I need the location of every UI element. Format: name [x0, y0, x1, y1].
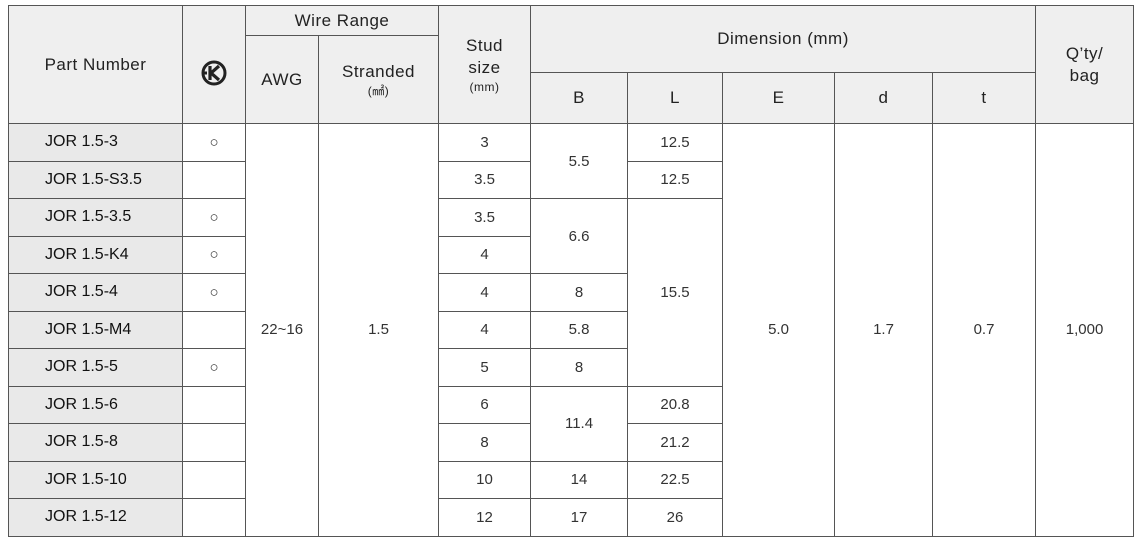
- table-body: JOR 1.5-3 ○ 22~16 1.5 3 5.5 12.5 5.0 1.7 0.7 1,000…: [8, 123, 1135, 537]
- stud-cell: 8: [438, 423, 532, 462]
- stranded-cell: 1.5: [317, 123, 440, 537]
- stud-cell: 6: [438, 385, 532, 424]
- part-cell: JOR 1.5-K4: [8, 235, 183, 274]
- kc-mark-header: [182, 5, 246, 124]
- wire-range-header: Wire Range: [244, 5, 440, 36]
- d-cell: 1.7: [834, 123, 934, 537]
- part-cell: JOR 1.5-5: [8, 348, 183, 387]
- kc-cell: [182, 160, 246, 199]
- stud-unit: (mm): [469, 79, 500, 94]
- stud-cell: 3.5: [438, 198, 532, 237]
- part-cell: JOR 1.5-4: [8, 273, 183, 312]
- table-row: JOR 1.5-3 ○ 22~16 1.5 3 5.5 12.5 5.0 1.7 0.7 1,000: [8, 123, 1135, 537]
- table-header: Part Number Wire Range Stud size (mm) Dim…: [8, 5, 1135, 124]
- stranded-label: Stranded: [342, 61, 415, 81]
- table-row: JOR 1.5-3.5 ○ 3.5 6.6 15.5: [8, 198, 1134, 387]
- table-row: JOR 1.5-S3.5 3.5 12.5: [8, 160, 1134, 199]
- dimension-header: Dimension (mm): [530, 5, 1037, 73]
- l-cell: 26: [627, 498, 724, 537]
- stranded-unit: (㎟): [367, 83, 390, 98]
- header-row: B L E d t: [9, 72, 1134, 124]
- stud-size-label: Stud size: [466, 35, 503, 77]
- b-cell: 5.5: [530, 123, 629, 199]
- awg-cell: 22~16: [245, 123, 319, 537]
- l-cell: 12.5: [627, 123, 724, 162]
- l-header: L: [627, 72, 724, 124]
- l-cell: 21.2: [627, 423, 724, 462]
- kc-cell: [182, 310, 246, 349]
- stud-cell: 10: [438, 460, 532, 499]
- e-header: E: [722, 72, 836, 124]
- table-row: JOR 1.5-12 12 17 26: [8, 498, 1134, 537]
- kc-cell: ○: [182, 273, 246, 312]
- part-cell: JOR 1.5-8: [8, 423, 183, 462]
- part-cell: JOR 1.5-M4: [8, 310, 183, 349]
- d-header: d: [834, 72, 934, 124]
- b-cell: 6.6: [530, 198, 629, 274]
- part-cell: JOR 1.5-3.5: [8, 198, 183, 237]
- table-row: JOR 1.5-K4 ○ 4: [8, 235, 1134, 274]
- t-header: t: [932, 72, 1037, 124]
- part-cell: JOR 1.5-6: [8, 385, 183, 424]
- stud-cell: 3.5: [438, 160, 532, 199]
- header-row: AWG Stranded (㎟): [9, 35, 1134, 124]
- stud-cell: 4: [438, 235, 532, 274]
- qty-cell: 1,000: [1035, 123, 1135, 537]
- table-row: JOR 1.5-6 6 11.4 20.8: [8, 385, 1134, 462]
- b-cell: 8: [530, 348, 629, 387]
- b-cell: 5.8: [530, 310, 629, 349]
- kc-cell: [182, 460, 246, 499]
- b-cell: 14: [530, 460, 629, 499]
- stud-cell: 4: [438, 273, 532, 312]
- stranded-header: Stranded (㎟): [317, 35, 440, 124]
- stud-size-header: Stud size (mm): [438, 5, 532, 124]
- stud-cell: 12: [438, 498, 532, 537]
- kc-cell: ○: [182, 198, 246, 237]
- b-cell: 8: [530, 273, 629, 312]
- part-cell: JOR 1.5-S3.5: [8, 160, 183, 199]
- stud-cell: 5: [438, 348, 532, 387]
- l-cell: 22.5: [627, 460, 724, 499]
- awg-header: AWG: [245, 35, 319, 124]
- kc-cell: ○: [182, 348, 246, 387]
- stud-cell: 4: [438, 310, 532, 349]
- part-cell: JOR 1.5-10: [8, 460, 183, 499]
- b-cell: 11.4: [530, 385, 629, 462]
- b-header: B: [530, 72, 629, 124]
- l-cell: 20.8: [627, 385, 724, 424]
- part-cell: JOR 1.5-3: [8, 123, 183, 162]
- table-row: JOR 1.5-5 ○ 5 8: [8, 348, 1134, 387]
- t-cell: 0.7: [932, 123, 1037, 537]
- e-cell: 5.0: [722, 123, 836, 537]
- part-number-header: Part Number: [8, 5, 183, 124]
- header-row: Part Number Wire Range Stud size (mm) Dim…: [8, 5, 1135, 124]
- kc-cell: [182, 498, 246, 537]
- spec-table: Part Number Wire Range Stud size (mm) Dim…: [8, 5, 1135, 537]
- kc-cell: [182, 423, 246, 462]
- kc-cell: ○: [182, 235, 246, 274]
- l-cell: 15.5: [627, 198, 724, 387]
- kc-icon: [201, 60, 227, 85]
- qty-header: Q’ty/ bag: [1035, 5, 1135, 124]
- table-row: JOR 1.5-8 8 21.2: [8, 423, 1134, 462]
- kc-cell: [182, 385, 246, 424]
- kc-cell: ○: [182, 123, 246, 162]
- part-cell: JOR 1.5-12: [8, 498, 183, 537]
- b-cell: 17: [530, 498, 629, 537]
- l-cell: 12.5: [627, 160, 724, 199]
- stud-cell: 3: [438, 123, 532, 162]
